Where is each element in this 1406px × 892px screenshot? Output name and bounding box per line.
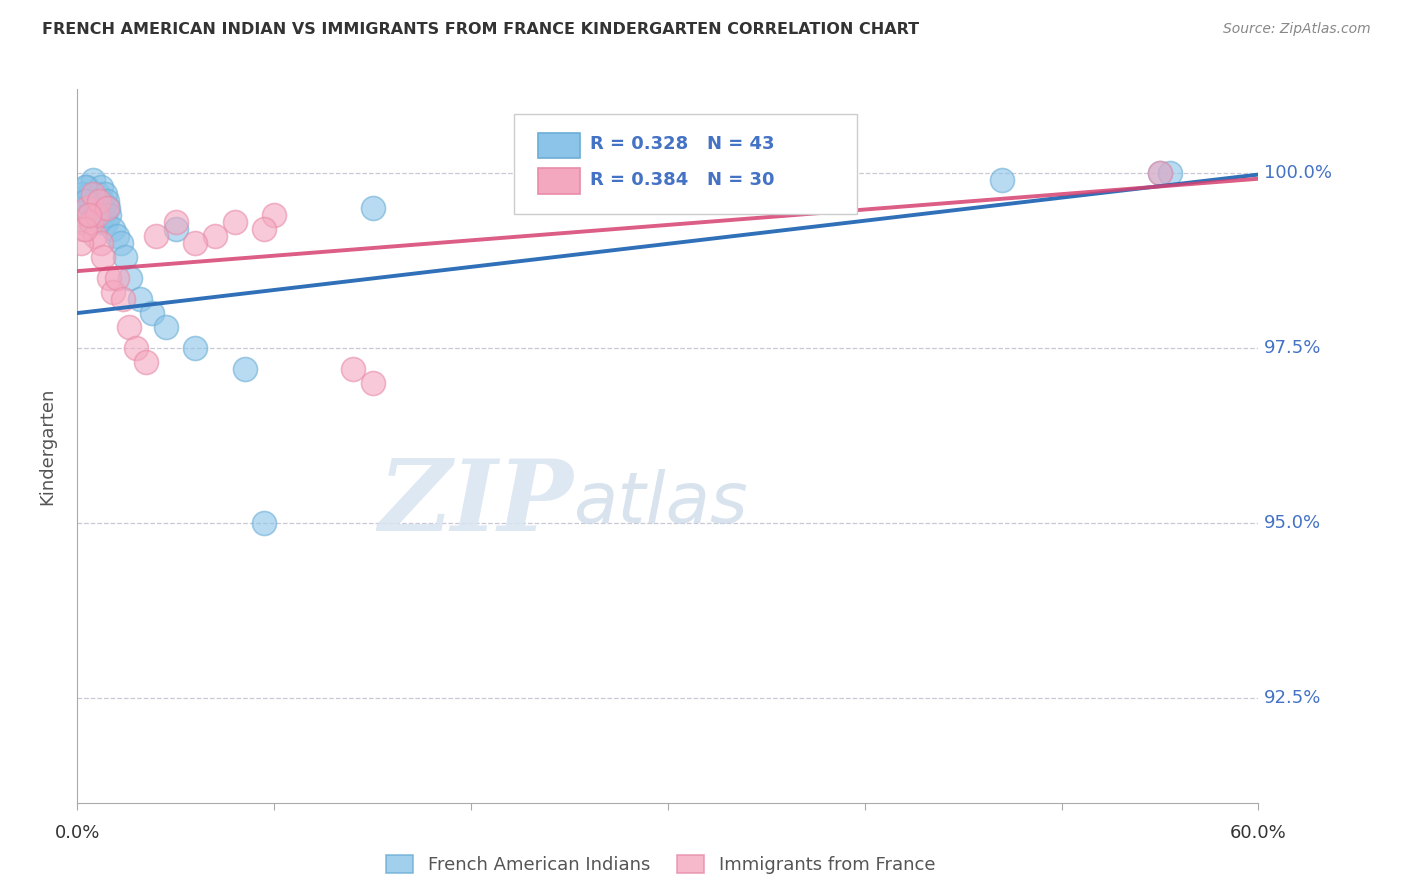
Point xyxy=(224,215,246,229)
Point xyxy=(204,229,226,244)
Point xyxy=(1149,166,1171,180)
Text: R = 0.328   N = 43: R = 0.328 N = 43 xyxy=(591,136,775,153)
Point xyxy=(93,208,115,222)
Point xyxy=(75,180,97,194)
Point xyxy=(69,215,91,229)
Point xyxy=(87,208,110,222)
Point xyxy=(80,201,103,215)
Text: 100.0%: 100.0% xyxy=(1264,164,1333,182)
Point xyxy=(342,362,364,376)
Point xyxy=(165,215,187,229)
Point xyxy=(125,341,148,355)
Point xyxy=(72,222,94,236)
Point xyxy=(114,250,136,264)
Point xyxy=(110,236,132,251)
Point xyxy=(70,187,93,202)
Point xyxy=(96,201,118,215)
FancyBboxPatch shape xyxy=(538,169,581,194)
Point xyxy=(96,194,118,208)
Point xyxy=(141,306,163,320)
Point xyxy=(105,271,128,285)
Point xyxy=(87,194,110,208)
Point xyxy=(155,320,177,334)
Text: 92.5%: 92.5% xyxy=(1264,689,1322,706)
Point xyxy=(84,229,107,244)
Point xyxy=(77,187,100,202)
Point xyxy=(75,222,97,236)
Text: ZIP: ZIP xyxy=(378,455,574,551)
Point xyxy=(361,201,384,215)
Point xyxy=(87,187,110,202)
Point xyxy=(82,187,104,202)
Text: Source: ZipAtlas.com: Source: ZipAtlas.com xyxy=(1223,22,1371,37)
Point xyxy=(101,222,124,236)
Point xyxy=(80,215,103,229)
Point xyxy=(76,201,98,215)
Point xyxy=(263,208,285,222)
Point xyxy=(97,201,120,215)
Point xyxy=(1149,166,1171,180)
Point xyxy=(101,285,124,299)
Point xyxy=(75,194,97,208)
Point xyxy=(97,208,120,222)
Point xyxy=(84,194,107,208)
Point xyxy=(94,187,117,202)
Point xyxy=(91,250,114,264)
Point xyxy=(253,516,276,530)
Point xyxy=(76,180,98,194)
Point xyxy=(111,292,134,306)
Point xyxy=(105,229,128,244)
Text: R = 0.384   N = 30: R = 0.384 N = 30 xyxy=(591,171,775,189)
Point xyxy=(657,187,679,202)
Point xyxy=(120,271,142,285)
Point xyxy=(117,320,139,334)
Point xyxy=(253,222,276,236)
Point xyxy=(82,173,104,187)
Point xyxy=(145,229,167,244)
Point xyxy=(165,222,187,236)
Text: FRENCH AMERICAN INDIAN VS IMMIGRANTS FROM FRANCE KINDERGARTEN CORRELATION CHART: FRENCH AMERICAN INDIAN VS IMMIGRANTS FRO… xyxy=(42,22,920,37)
Point xyxy=(72,194,94,208)
Text: 95.0%: 95.0% xyxy=(1264,514,1322,532)
Point xyxy=(233,362,256,376)
Point xyxy=(90,180,112,194)
Point xyxy=(991,173,1014,187)
Text: 0.0%: 0.0% xyxy=(55,824,100,842)
Point xyxy=(129,292,152,306)
Point xyxy=(86,201,108,215)
Point xyxy=(89,215,111,229)
Point xyxy=(91,201,114,215)
Point xyxy=(598,180,620,194)
Point xyxy=(94,215,117,229)
Point xyxy=(1159,166,1181,180)
Point xyxy=(97,271,120,285)
Point xyxy=(361,376,384,390)
Point xyxy=(90,194,114,208)
Point xyxy=(775,194,797,208)
Text: 97.5%: 97.5% xyxy=(1264,339,1322,357)
Y-axis label: Kindergarten: Kindergarten xyxy=(38,387,56,505)
Legend: French American Indians, Immigrants from France: French American Indians, Immigrants from… xyxy=(377,846,945,883)
Point xyxy=(90,236,112,251)
Point xyxy=(70,201,93,215)
Point xyxy=(86,208,108,222)
Point xyxy=(70,236,93,251)
Text: atlas: atlas xyxy=(574,468,748,538)
FancyBboxPatch shape xyxy=(538,133,581,159)
Point xyxy=(184,236,207,251)
FancyBboxPatch shape xyxy=(515,114,856,214)
Point xyxy=(77,208,100,222)
Point xyxy=(184,341,207,355)
Point xyxy=(135,355,157,369)
Text: 60.0%: 60.0% xyxy=(1230,824,1286,842)
